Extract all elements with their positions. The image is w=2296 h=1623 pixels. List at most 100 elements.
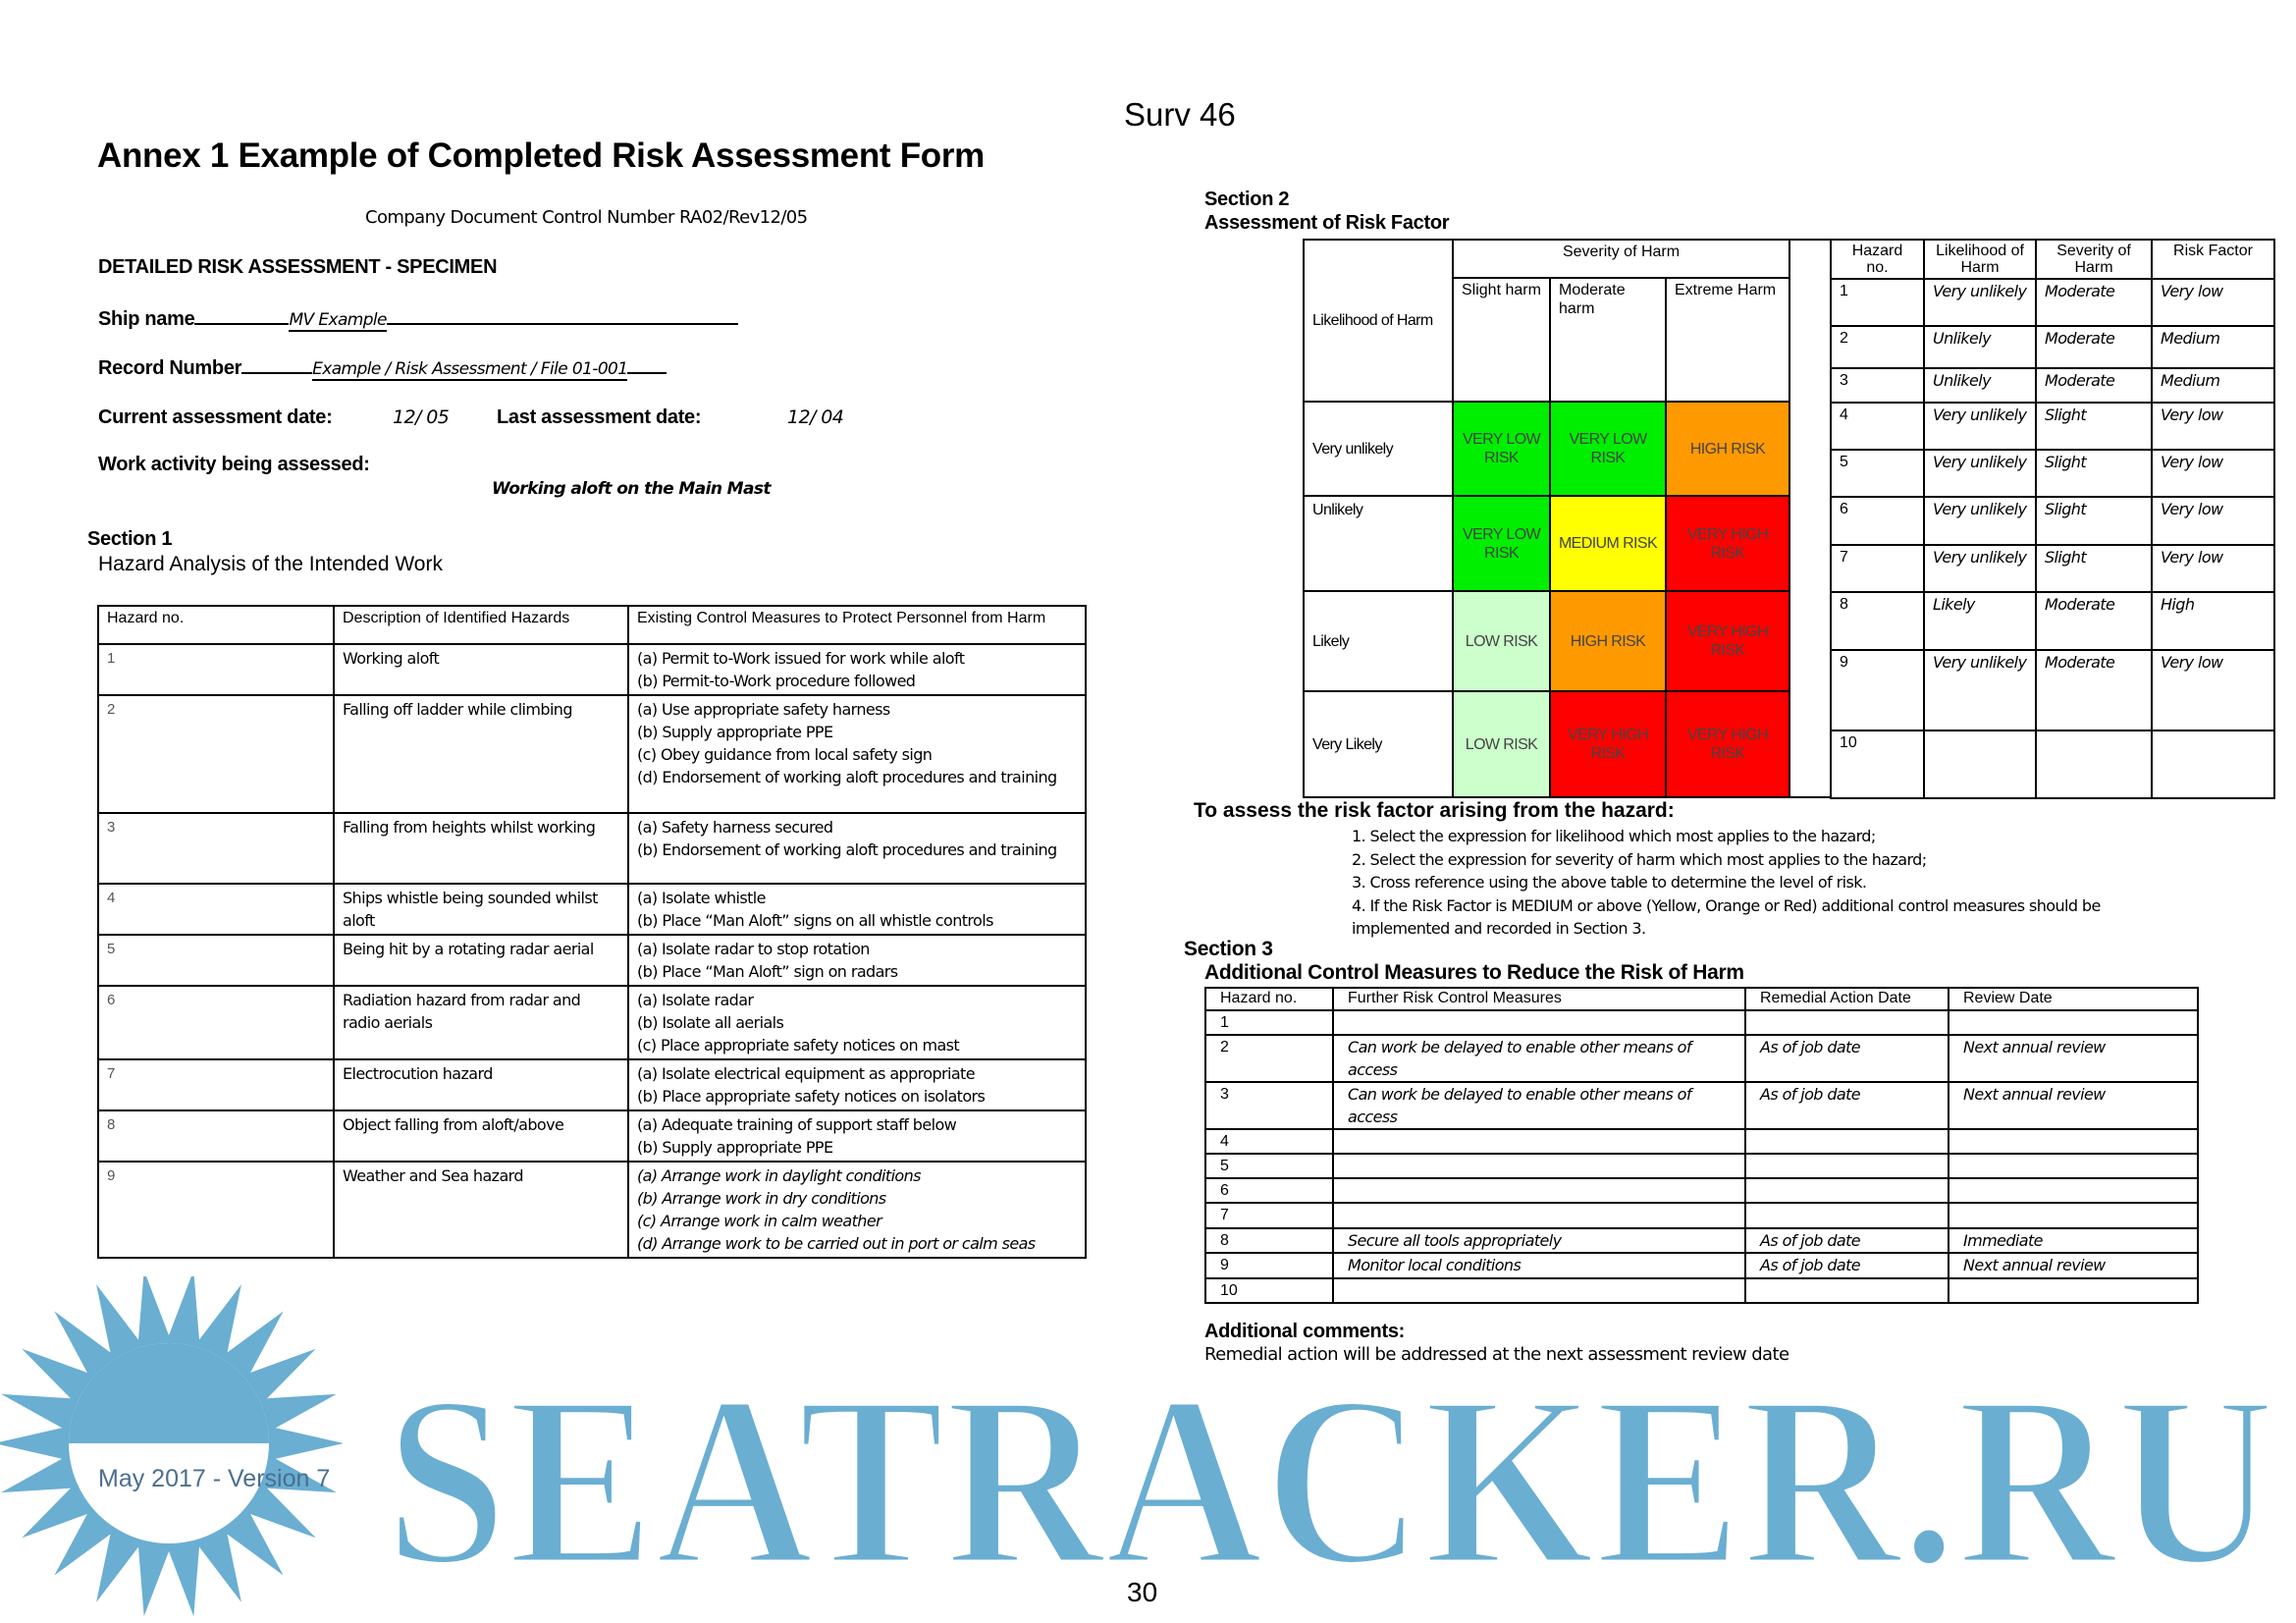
doc-code: Surv 46 (1124, 96, 1236, 133)
hazard-number: 9 (1830, 649, 1925, 731)
likelihood (1923, 730, 2037, 799)
control-measure: (a) Permit to-Work issued for work while… (637, 649, 965, 668)
table-row: 7 Electrocution hazard (a) Isolate electri… (97, 1058, 1087, 1111)
sun-logo-icon (0, 1276, 344, 1617)
matrix-gap (1789, 239, 1830, 798)
control-measure: (b) Supply appropriate PPE (637, 1138, 833, 1157)
hazard-number: 7 (1204, 1202, 1334, 1229)
hazard-description: Ships whistle being sounded whilst aloft (333, 883, 629, 936)
risk-cell: VERY LOW RISK (1549, 401, 1667, 497)
column-header: Further Risk Control Measures (1332, 987, 1746, 1011)
risk-factor: Very low (2151, 496, 2275, 546)
instruction-line: implemented and recorded in Section 3. (1352, 919, 1646, 938)
likelihood-label: Very Likely (1303, 690, 1454, 798)
instructions-title: To assess the risk factor arising from t… (1194, 799, 1675, 822)
record-number-label: Record Number (98, 357, 242, 379)
severity: Slight (2035, 496, 2153, 546)
table-row: 9 Very unlikely Moderate Very low (1830, 649, 2275, 731)
risk-cell: MEDIUM RISK (1549, 495, 1667, 592)
column-header: Description of Identified Hazards (333, 605, 629, 645)
further-measures: Secure all tools appropriately (1332, 1227, 1746, 1254)
risk-cell: VERY HIGH RISK (1549, 690, 1667, 798)
work-activity-label: Work activity being assessed: (98, 454, 370, 475)
control-measure: (d) Endorsement of working aloft procedu… (637, 768, 1057, 786)
table-row: 2 Falling off ladder while climbing (a) Us… (97, 694, 1087, 814)
table-row: 7 Very unlikely Slight Very low (1830, 544, 2275, 593)
instruction-line: 2. Select the expression for severity of… (1352, 849, 1927, 869)
further-measures (1332, 1277, 1746, 1304)
hazard-number: 1 (1830, 278, 1925, 327)
record-number-field: Record Number Example / Risk Assessment /… (98, 357, 667, 381)
control-measure: (c) Place appropriate safety notices on … (637, 1036, 960, 1055)
hazard-description: Falling off ladder while climbing (333, 694, 629, 814)
page-number: 30 (1127, 1577, 1158, 1607)
likelihood-label: Very unlikely (1303, 401, 1454, 497)
form-heading: DETAILED RISK ASSESSMENT - SPECIMEN (98, 256, 498, 278)
risk-factor: Very low (2151, 402, 2275, 451)
current-date-label: Current assessment date: (98, 406, 333, 428)
hazard-number: 10 (1204, 1277, 1334, 1304)
hazard-number: 5 (1830, 449, 1925, 498)
current-date-value: 12/ 05 (393, 406, 450, 428)
severity-row: Slight harm Moderate harm Extreme Harm (1304, 277, 1791, 403)
risk-cell: LOW RISK (1452, 690, 1551, 798)
review-date: Next annual review (1948, 1252, 2199, 1279)
review-date: Next annual review (1948, 1034, 2199, 1083)
comments-text: Remedial action will be addressed at the… (1204, 1344, 1789, 1365)
column-header: Remedial Action Date (1744, 987, 1949, 1011)
likelihood-header: Likelihood of Harm (1303, 239, 1454, 403)
table-row: 1 Working aloft (a) Permit to-Work issued … (97, 643, 1087, 696)
severity: Moderate (2035, 325, 2153, 369)
section2-label: Section 2 (1204, 189, 1290, 210)
severity: Moderate (2035, 278, 2153, 327)
hazard-description: Electrocution hazard (333, 1058, 629, 1111)
page-title: Annex 1 Example of Completed Risk Assess… (97, 136, 985, 175)
hazard-number: 8 (97, 1109, 335, 1163)
control-measure: (b) Permit-to-Work procedure followed (637, 672, 916, 690)
severity: Moderate (2035, 649, 2153, 731)
hazard-number: 2 (1830, 325, 1925, 369)
seatracker-watermark: SEATRACKER.RU (0, 1276, 2279, 1621)
table-row: 3 Falling from heights whilst working (a) … (97, 812, 1087, 885)
hazard-number: 1 (1204, 1009, 1334, 1036)
table-row: 2 Unlikely Moderate Medium (1830, 325, 2275, 369)
remedial-date (1744, 1153, 1949, 1179)
likelihood-label: Unlikely (1303, 495, 1454, 592)
further-measures (1332, 1153, 1746, 1179)
risk-factor: Very low (2151, 449, 2275, 498)
remedial-date (1744, 1009, 1949, 1036)
hazard-description: Falling from heights whilst working (333, 812, 629, 885)
review-date (1948, 1009, 2199, 1036)
control-measures: (a) Isolate radar (b) Isolate all aerials… (627, 985, 1087, 1060)
control-measures: (a) Isolate whistle (b) Place “Man Aloft”… (627, 883, 1087, 936)
hazard-description: Working aloft (333, 643, 629, 696)
control-measures: (a) Isolate radar to stop rotation (b) Pl… (627, 934, 1087, 987)
hazard-number: 4 (97, 883, 335, 936)
control-measures: (a) Safety harness secured (b) Endorsemen… (627, 812, 1087, 885)
further-measures (1332, 1009, 1746, 1036)
table-row: 10 (1204, 1277, 2199, 1304)
matrix-row: Very Likely LOW RISK VERY HIGH RISK VERY HI… (1303, 690, 1791, 798)
control-measure: (b) Endorsement of working aloft procedu… (637, 840, 1057, 859)
table-row: 8 Likely Moderate High (1830, 591, 2275, 651)
table-row: 9 Monitor local conditions As of job date N… (1204, 1252, 2199, 1279)
hazard-analysis-table: Hazard no. Description of Identified Haza… (97, 605, 1087, 1259)
review-date (1948, 1153, 2199, 1179)
remedial-date (1744, 1277, 1949, 1304)
table-row: 5 (1204, 1153, 2199, 1179)
column-header: Risk Factor (2151, 239, 2275, 280)
table-row: 3 Unlikely Moderate Medium (1830, 367, 2275, 404)
hazard-description: Radiation hazard from radar and radio ae… (333, 985, 629, 1060)
table-row: 8 Secure all tools appropriately As of job… (1204, 1227, 2199, 1254)
control-measures: (a) Use appropriate safety harness (b) Su… (627, 694, 1087, 814)
ship-name-field: Ship name MV Example (98, 308, 738, 332)
severity: Slight (2035, 449, 2153, 498)
risk-factor (2151, 730, 2275, 799)
column-header: Hazard no. (97, 605, 335, 645)
instructions-list: 1. Select the expression for likelihood … (1352, 825, 2101, 941)
table-row: 4 Very unlikely Slight Very low (1830, 402, 2275, 451)
risk-cell: VERY HIGH RISK (1664, 590, 1791, 692)
further-measures (1332, 1128, 1746, 1155)
hazard-number: 2 (1204, 1034, 1334, 1083)
instruction-line: 1. Select the expression for likelihood … (1352, 827, 1876, 845)
